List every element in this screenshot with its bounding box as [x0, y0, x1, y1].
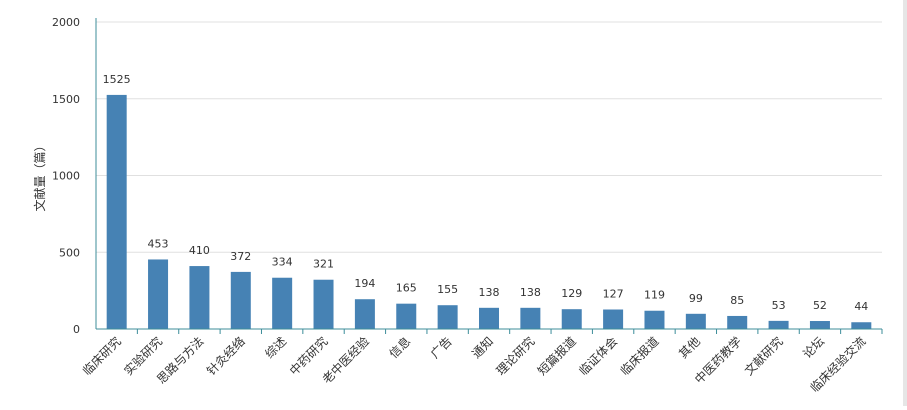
- bar: [603, 309, 624, 329]
- bar: [561, 309, 582, 329]
- y-tick-label: 500: [59, 246, 80, 259]
- data-label: 127: [603, 288, 624, 301]
- bar: [106, 94, 127, 329]
- x-tick-label: 综述: [262, 334, 289, 361]
- y-tick-label: 1000: [52, 170, 80, 183]
- bar: [520, 307, 541, 329]
- bar: [189, 266, 210, 329]
- data-label: 372: [230, 250, 251, 263]
- x-tick-label: 针灸经络: [203, 334, 248, 379]
- x-tick-label: 临床报道: [617, 334, 662, 379]
- data-label: 138: [479, 286, 500, 299]
- x-tick-label: 临床研究: [79, 334, 124, 379]
- x-tick-label: 临证体会: [576, 334, 620, 378]
- bar: [354, 299, 375, 329]
- panel-edge: [903, 0, 907, 406]
- y-axis-title: 文献量（篇）: [32, 139, 47, 211]
- x-tick-label: 广告: [428, 334, 455, 361]
- bar: [851, 322, 872, 329]
- y-tick-label: 0: [73, 323, 80, 336]
- bar: [727, 315, 748, 329]
- x-tick-label: 其他: [676, 334, 703, 361]
- x-tick-label: 信息: [386, 334, 414, 362]
- data-label: 53: [772, 299, 786, 312]
- data-label: 321: [313, 258, 334, 271]
- data-label: 52: [813, 299, 827, 312]
- data-label: 44: [854, 300, 868, 313]
- bar: [272, 277, 293, 329]
- y-tick-label: 1500: [52, 93, 80, 106]
- data-label: 99: [689, 292, 703, 305]
- x-tick-label: 通知: [469, 334, 496, 361]
- bar: [644, 310, 665, 329]
- data-label: 155: [437, 283, 458, 296]
- data-label: 334: [272, 256, 293, 269]
- data-label: 138: [520, 286, 541, 299]
- bar: [479, 307, 499, 329]
- data-label: 194: [354, 277, 375, 290]
- data-label: 119: [644, 289, 665, 302]
- bar: [809, 321, 830, 329]
- bar: [396, 303, 417, 329]
- data-label: 165: [396, 282, 417, 295]
- x-tick-label: 论坛: [800, 334, 827, 361]
- x-tick-label: 短篇报道: [534, 334, 579, 379]
- bar: [230, 271, 251, 329]
- y-tick-label: 2000: [52, 16, 80, 29]
- data-label: 85: [730, 294, 744, 307]
- data-label: 129: [561, 287, 582, 300]
- data-label: 1525: [103, 73, 131, 86]
- bar: [313, 279, 334, 329]
- x-tick-label: 文献研究: [741, 334, 786, 379]
- data-label: 453: [148, 237, 169, 250]
- bar: [437, 305, 458, 329]
- data-label: 410: [189, 244, 210, 257]
- bar: [148, 259, 169, 329]
- bar: [685, 313, 706, 329]
- bar: [768, 320, 789, 329]
- x-tick-label: 理论研究: [493, 334, 538, 379]
